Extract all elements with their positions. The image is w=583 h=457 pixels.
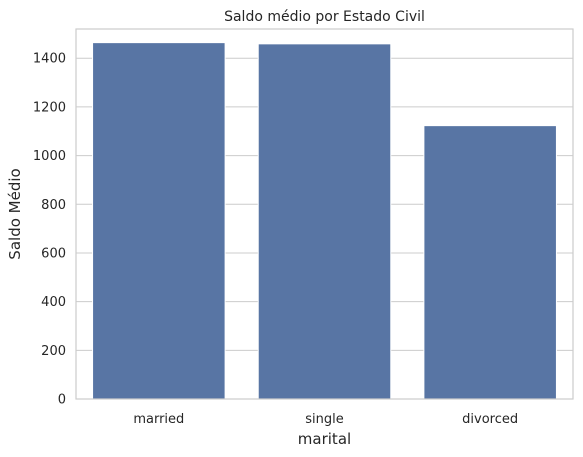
y-tick-label: 1000 [33, 149, 66, 164]
y-tick-label: 200 [41, 344, 66, 359]
y-tick-labels: 0 200 400 600 800 1000 1200 1400 [33, 52, 66, 408]
x-tick-label: married [133, 412, 184, 427]
x-axis-label: marital [298, 430, 351, 448]
y-tick-label: 0 [58, 393, 66, 408]
y-tick-label: 600 [41, 246, 66, 261]
y-tick-label: 1400 [33, 52, 66, 67]
y-tick-label: 400 [41, 295, 66, 310]
y-tick-label: 800 [41, 198, 66, 213]
plot-frame [75, 28, 574, 400]
x-tick-labels: married single divorced [133, 412, 518, 427]
x-tick-label: single [305, 412, 344, 427]
x-tick-label: divorced [462, 412, 518, 427]
bars [92, 42, 557, 400]
y-tick-label: 1200 [33, 100, 66, 115]
bar-single [257, 43, 392, 400]
bar-married [92, 42, 226, 400]
y-axis-label: Saldo Médio [6, 168, 24, 259]
chart-title: Saldo médio por Estado Civil [224, 9, 425, 25]
bar-divorced [423, 125, 557, 400]
